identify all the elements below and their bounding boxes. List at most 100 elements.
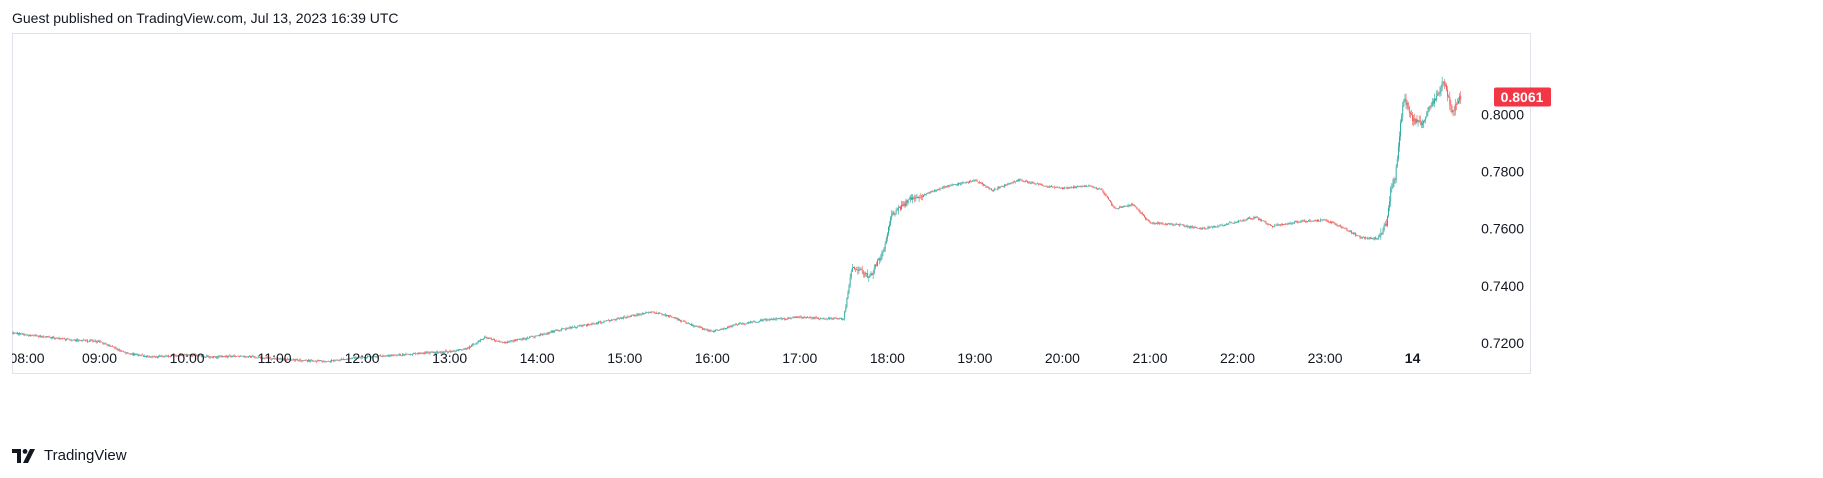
candle-body [251, 356, 253, 358]
candle-body [657, 313, 659, 314]
candle-body [596, 322, 598, 324]
candle-body [293, 359, 295, 361]
candle-body [576, 327, 578, 328]
candle-body [507, 341, 509, 343]
candle-body [833, 318, 835, 320]
candle-body [843, 318, 845, 320]
candle-body [200, 355, 202, 357]
candle-body [1017, 180, 1019, 182]
candle-body [317, 360, 319, 361]
candle-body [826, 318, 828, 320]
candle-body [146, 355, 148, 357]
candle-body [296, 359, 297, 360]
candle-body [800, 316, 802, 318]
candle-body [987, 187, 989, 188]
candle-body [168, 355, 169, 357]
candle-body [946, 186, 947, 187]
candle-body [1122, 206, 1124, 208]
candle-body [883, 248, 885, 252]
candle-body [355, 357, 357, 359]
candle-body [1030, 183, 1032, 184]
candle-body [400, 354, 401, 356]
candle-body [1362, 236, 1364, 238]
price-chart[interactable]: 0.7200 0.7400 0.7600 0.7800 0.8000 08:00 09:0… [12, 33, 1812, 435]
candle-body [207, 355, 209, 357]
candle-body [822, 318, 824, 319]
candle-body [931, 191, 933, 192]
candle-body [878, 258, 880, 261]
candle-body [477, 341, 479, 344]
candle-body [41, 335, 42, 337]
candle-body [459, 349, 460, 351]
candle-body [475, 343, 477, 345]
candle-body [110, 345, 111, 347]
candlestick-series [12, 76, 1462, 364]
candle-body [316, 360, 318, 362]
candle-body [1270, 225, 1272, 226]
candle-body [447, 351, 448, 353]
candle-body [33, 335, 35, 337]
candle-body [1440, 87, 1442, 92]
candle-body [863, 273, 865, 275]
candle-body [960, 183, 962, 185]
candle-body [366, 357, 367, 358]
candle-body [682, 320, 684, 322]
candle-body [1265, 222, 1267, 224]
candle-body [328, 361, 330, 363]
candle-body [742, 323, 744, 325]
candle-body [514, 339, 516, 342]
candle-body [719, 329, 721, 331]
candle-body [1234, 221, 1236, 223]
candle-body [275, 358, 277, 360]
candle-body [425, 352, 427, 354]
candle-body [820, 318, 822, 320]
candle-body [587, 324, 589, 326]
candle-body [495, 340, 497, 342]
candle-body [116, 347, 118, 350]
candle-body [408, 354, 410, 355]
candle-body [1203, 227, 1205, 229]
candle-body [1262, 220, 1264, 222]
candle-body [722, 328, 724, 330]
candle-body [437, 351, 439, 354]
candle-body [1252, 218, 1254, 220]
candle-body [1157, 222, 1159, 224]
candle-body [994, 189, 996, 190]
candle-body [367, 356, 369, 358]
price-axis[interactable]: 0.7200 0.7400 0.7600 0.7800 0.8000 [1481, 106, 1524, 351]
candle-body [541, 334, 543, 335]
candle-body [148, 356, 150, 357]
candle-body [615, 319, 617, 321]
candle-body [1361, 236, 1363, 238]
candle-body [489, 338, 491, 339]
candle-body [1323, 219, 1325, 221]
time-axis[interactable]: 08:00 09:00 10:00 11:00 12:00 13:00 14:00 15:00… [12, 350, 1421, 366]
candle-body [599, 321, 601, 323]
candle-body [509, 341, 511, 342]
candle-body [286, 359, 288, 361]
candle-body [252, 356, 254, 357]
candle-body [868, 276, 870, 278]
candle-body [1083, 185, 1085, 187]
candle-body [942, 186, 944, 188]
candle-body [114, 347, 116, 349]
candle-body [862, 271, 864, 274]
candle-body [993, 189, 994, 191]
chart-panel[interactable]: 0.7200 0.7400 0.7600 0.7800 0.8000 08:00 09:0… [12, 33, 1812, 435]
time-tick-label: 21:00 [1132, 350, 1167, 366]
candle-body [693, 325, 695, 327]
candle-body [1207, 227, 1209, 229]
candle-body [133, 353, 134, 356]
candle-body [1180, 224, 1182, 226]
footer-brand[interactable]: TradingView [12, 447, 127, 464]
candle-body [1342, 227, 1344, 229]
candle-body [889, 224, 891, 228]
candle-body [239, 355, 241, 357]
candle-body [1148, 219, 1150, 222]
candle-body [1281, 223, 1283, 225]
candle-body [721, 329, 723, 330]
candle-body [1405, 98, 1407, 105]
candle-body [20, 333, 22, 335]
candle-body [953, 184, 955, 185]
candle-body [134, 353, 135, 356]
